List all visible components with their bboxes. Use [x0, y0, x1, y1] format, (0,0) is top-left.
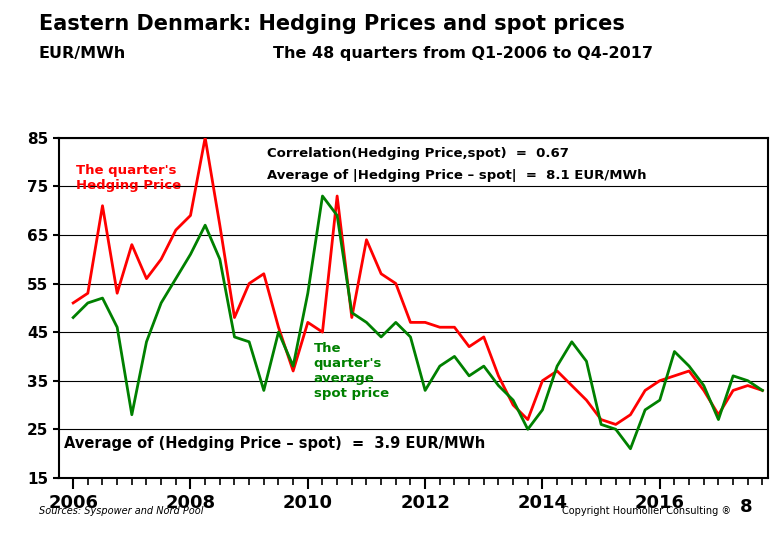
Text: Correlation(Hedging Price,spot)  =  0.67: Correlation(Hedging Price,spot) = 0.67 [267, 147, 569, 160]
Text: Sources: Syspower and Nord Pool: Sources: Syspower and Nord Pool [39, 505, 204, 516]
Text: 8: 8 [740, 498, 753, 516]
Text: The 48 quarters from Q1-2006 to Q4-2017: The 48 quarters from Q1-2006 to Q4-2017 [273, 46, 653, 61]
Text: Average of |Hedging Price – spot|  =  8.1 EUR/MWh: Average of |Hedging Price – spot| = 8.1 … [267, 170, 647, 183]
Text: The
quarter's
average
spot price: The quarter's average spot price [314, 342, 388, 400]
Text: Eastern Denmark: Hedging Prices and spot prices: Eastern Denmark: Hedging Prices and spot… [39, 14, 625, 33]
Text: Average of (Hedging Price – spot)  =  3.9 EUR/MWh: Average of (Hedging Price – spot) = 3.9 … [65, 436, 486, 451]
Text: EUR/MWh: EUR/MWh [39, 46, 126, 61]
Text: The quarter's
Hedging Price: The quarter's Hedging Price [76, 165, 181, 192]
Text: Copyright Houmoller Consulting ®: Copyright Houmoller Consulting ® [562, 505, 731, 516]
